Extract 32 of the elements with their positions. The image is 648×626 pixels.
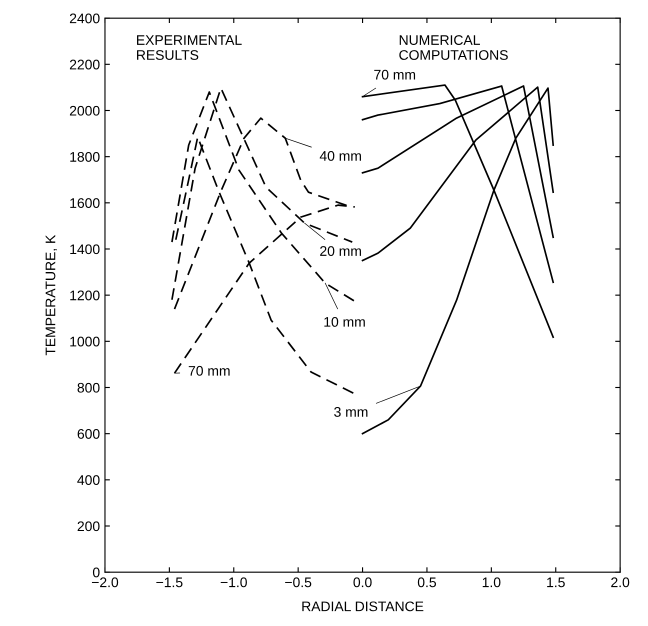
y-tick-label: 1200 [70, 290, 100, 300]
x-tick-label: −2.0 [92, 577, 118, 588]
y-tick-label: 0 [92, 568, 100, 578]
y-tick-label: 2200 [70, 60, 100, 70]
x-tick-label: 1.5 [547, 578, 565, 588]
x-tick-label: 2.0 [611, 577, 630, 588]
annotation: NUMERICAL COMPUTATIONS [399, 35, 508, 60]
y-tick-label: 1400 [70, 244, 100, 254]
x-tick-label: 1.0 [482, 577, 500, 588]
y-tick-label: 400 [77, 475, 100, 485]
annotation: 70 mm [374, 70, 416, 80]
y-tick-label: 800 [78, 382, 100, 393]
y-axis-title: TEMPERATURE, K [46, 234, 58, 356]
y-tick-label: 200 [78, 521, 100, 532]
annotation: 20 mm [320, 246, 361, 256]
x-axis-title: RADIAL DISTANCE [302, 601, 424, 612]
annotation: EXPERIMENTAL RESULTS [137, 35, 242, 60]
annotation: 10 mm [324, 316, 365, 327]
x-tick-label: −0.5 [285, 577, 312, 588]
y-tick-label: 1800 [70, 152, 100, 162]
y-tick-label: 1000 [70, 336, 100, 346]
x-tick-label: 0.5 [418, 577, 436, 588]
y-tick-label: 1600 [70, 198, 100, 208]
y-tick-label: 2000 [70, 106, 100, 116]
annotation: 70 mm [188, 366, 230, 376]
x-tick-label: −1.0 [220, 577, 247, 588]
annotation: 40 mm [320, 151, 361, 161]
x-tick-label: −1.5 [156, 578, 182, 588]
y-tick-label: 2400 [70, 13, 100, 24]
annotation: 3 mm [334, 407, 368, 417]
y-tick-label: 600 [78, 428, 100, 439]
x-tick-label: 0.0 [353, 577, 372, 588]
